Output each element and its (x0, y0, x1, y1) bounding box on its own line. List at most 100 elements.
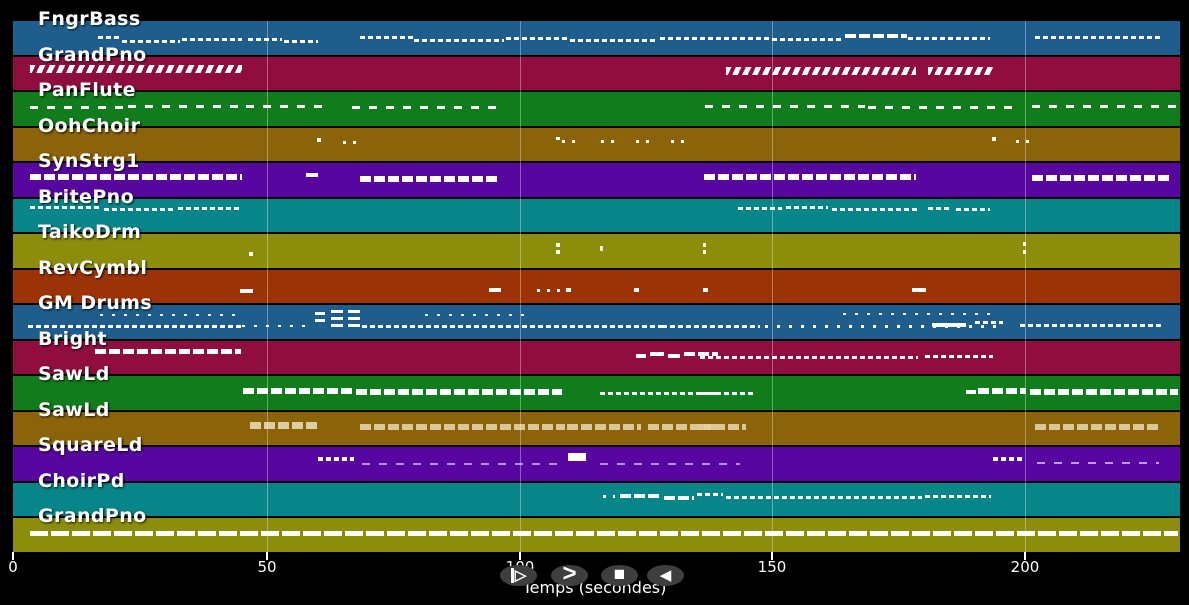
track-row-britepno: BritePno (13, 186, 1180, 233)
note-segment (1032, 104, 1178, 108)
fast-forward-button[interactable]: > (551, 559, 588, 587)
note-segment (489, 287, 501, 292)
track-label: SawLd (38, 398, 110, 421)
note-segment (315, 312, 325, 316)
note-segment (30, 174, 242, 181)
note-segment (700, 356, 918, 360)
note-segment (648, 424, 714, 431)
axis-tick-label: 50 (257, 558, 277, 576)
track-label: ChoirPd (38, 469, 125, 492)
note-segment (664, 495, 694, 500)
note-segment (703, 287, 708, 292)
note-segment (128, 104, 240, 108)
note-segment (362, 463, 562, 466)
note-segment (928, 206, 952, 210)
note-segment (284, 40, 318, 44)
rewind-button[interactable]: ◀ (647, 565, 684, 586)
note-segment (956, 208, 990, 212)
note-segment (993, 456, 1025, 461)
axis-tick (266, 552, 268, 560)
note-segment (601, 140, 621, 144)
track-row-squareld: SquareLd (13, 434, 1180, 481)
note-segment (650, 351, 664, 356)
note-segment (772, 38, 842, 42)
note-segment (620, 494, 660, 499)
note-segment (832, 208, 920, 212)
note-segment (556, 242, 560, 247)
note-segment (246, 105, 322, 109)
note-area (13, 163, 1180, 197)
note-segment (660, 36, 770, 40)
note-segment (700, 392, 756, 396)
note-area (13, 376, 1180, 410)
track-label: GrandPno (38, 43, 147, 66)
note-area (13, 128, 1180, 162)
note-area (13, 483, 1180, 517)
note-segment (932, 323, 966, 328)
note-segment (703, 242, 706, 247)
note-segment (603, 495, 615, 499)
note-segment (348, 317, 360, 321)
note-area (13, 341, 1180, 375)
axis-tick (1024, 552, 1026, 560)
note-segment (243, 388, 353, 395)
note-segment (1016, 140, 1032, 144)
note-segment (30, 65, 242, 74)
note-segment (30, 105, 125, 109)
axis-tick (12, 552, 14, 560)
note-segment (705, 104, 865, 108)
note-segment (343, 140, 357, 144)
note-area (13, 92, 1180, 126)
stop-icon: ■ (613, 563, 626, 585)
note-segment (662, 324, 760, 328)
track-row-panflute: PanFlute (13, 79, 1180, 126)
note-segment (925, 495, 991, 499)
note-segment (318, 457, 354, 462)
note-segment (700, 424, 746, 431)
track-label: TaikoDrm (38, 221, 142, 244)
note-area (13, 199, 1180, 233)
note-segment (567, 424, 641, 431)
note-segment (966, 389, 976, 394)
fast-forward-icon: > (562, 559, 577, 587)
note-segment (250, 422, 318, 430)
note-segment (100, 314, 238, 317)
note-segment (925, 355, 993, 359)
note-segment (240, 288, 253, 293)
note-segment (636, 354, 646, 359)
track-label: GrandPno (38, 505, 147, 528)
note-segment (845, 34, 907, 39)
track-row-sawld: SawLd (13, 363, 1180, 410)
note-segment (315, 319, 325, 323)
track-row-fngrbass: FngrBass (13, 8, 1180, 55)
note-segment (122, 40, 180, 44)
note-segment (726, 496, 922, 500)
note-segment (360, 175, 500, 182)
time-gridline (1025, 21, 1026, 552)
note-segment (182, 38, 242, 42)
axis-tick-label: 150 (757, 558, 787, 576)
time-gridline (267, 21, 268, 552)
note-segment (98, 36, 122, 40)
track-label: SynStrg1 (38, 150, 140, 173)
track-label: SawLd (38, 363, 110, 386)
note-segment (600, 246, 603, 252)
note-segment (843, 312, 993, 315)
note-segment (1030, 388, 1178, 395)
note-segment (765, 324, 1000, 328)
note-segment (425, 313, 525, 316)
note-segment (868, 105, 1016, 109)
track-overview: FngrBass GrandPno PanFlute OohChoir SynStrg1… (13, 8, 1180, 552)
track-label: PanFlute (38, 79, 136, 102)
note-segment (1023, 242, 1026, 247)
note-segment (362, 324, 662, 328)
note-segment (242, 325, 312, 328)
stop-button[interactable]: ■ (601, 565, 638, 586)
play-button[interactable]: ▷ (500, 565, 537, 586)
note-segment (1032, 174, 1172, 181)
note-segment (600, 463, 740, 466)
note-segment (352, 105, 502, 109)
note-segment (697, 492, 723, 496)
note-segment (331, 323, 343, 327)
axis-tick (771, 552, 773, 560)
